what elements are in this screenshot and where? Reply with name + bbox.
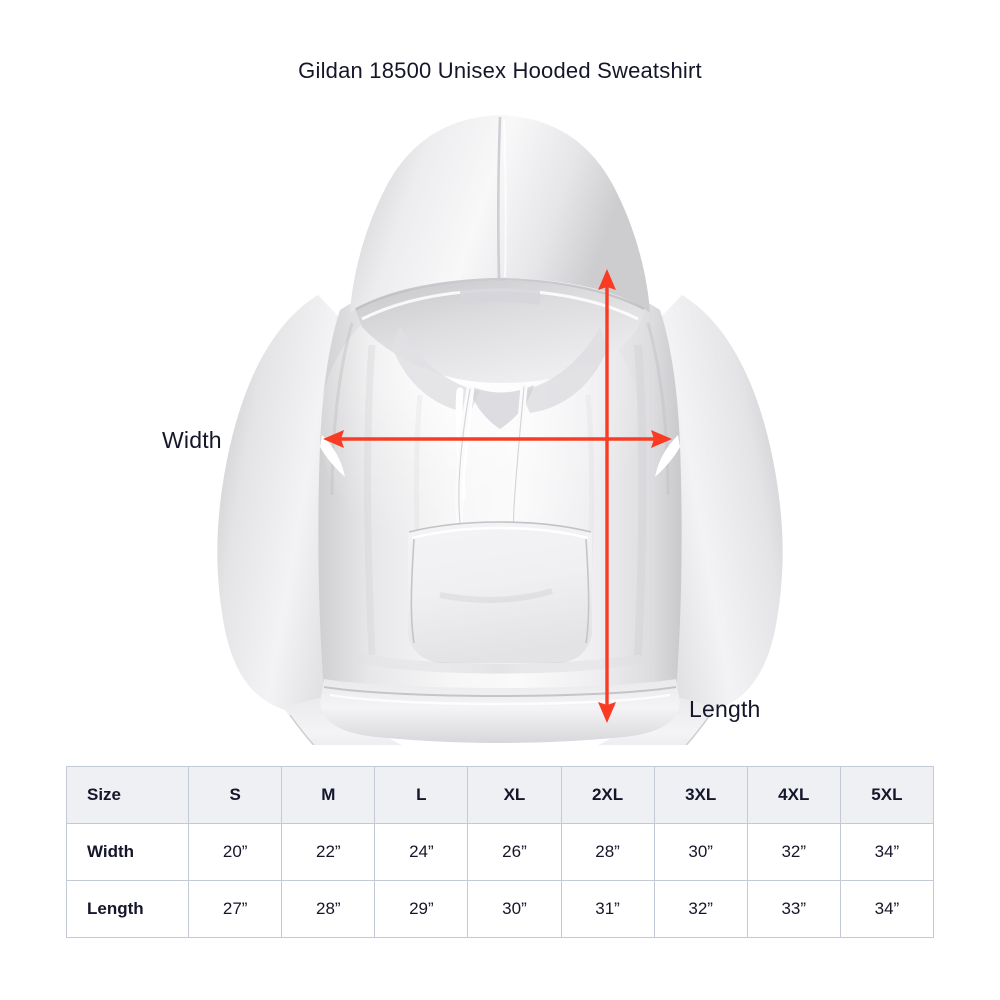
width-m: 22” <box>281 823 376 881</box>
page-title: Gildan 18500 Unisex Hooded Sweatshirt <box>298 58 702 83</box>
hem-highlight <box>329 693 671 706</box>
pocket-top-seam <box>408 521 592 533</box>
header-3xl: 3XL <box>653 766 748 824</box>
hood-opening <box>355 280 645 383</box>
hoodie-illustration <box>0 95 1000 745</box>
right-armhole-seam <box>646 322 670 496</box>
length-s: 27” <box>188 880 283 938</box>
length-xl: 30” <box>467 880 562 938</box>
right-cuff-seam <box>685 714 711 745</box>
length-4xl: 33” <box>746 880 841 938</box>
width-4xl: 32” <box>746 823 841 881</box>
width-3xl: 30” <box>653 823 748 881</box>
header-2xl: 2XL <box>560 766 655 824</box>
right-underarm-notch <box>655 435 680 477</box>
hood-center-seam <box>497 116 502 279</box>
left-cuff-seam <box>289 714 315 745</box>
hem-top-seam <box>323 686 677 697</box>
pocket-fold <box>439 588 553 603</box>
body-fold-2 <box>634 344 647 656</box>
neck-opening <box>468 385 534 429</box>
hood-center-highlight <box>503 118 507 278</box>
pocket-right-seam <box>585 538 590 644</box>
header-5xl: 5XL <box>839 766 935 824</box>
table-row: Width 20” 22” 24” 26” 28” 30” 32” 34” <box>65 823 935 881</box>
header-s: S <box>188 766 283 824</box>
length-m: 28” <box>281 880 376 938</box>
hood-right-drape <box>520 327 608 413</box>
pocket-top-highlight <box>411 526 589 540</box>
header-m: M <box>281 766 376 824</box>
table-row: Length 27” 28” 29” 30” 31” 32” 33” 34” <box>65 880 935 938</box>
row-label-length: Length <box>65 880 190 938</box>
neck-label-area <box>460 288 540 305</box>
length-5xl: 34” <box>839 880 935 938</box>
width-xl: 26” <box>467 823 562 881</box>
header-xl: XL <box>467 766 562 824</box>
width-l: 24” <box>374 823 469 881</box>
width-2xl: 28” <box>560 823 655 881</box>
hoodie-graphic <box>217 115 783 745</box>
kangaroo-pocket <box>408 522 592 663</box>
header-l: L <box>374 766 469 824</box>
length-l: 29” <box>374 880 469 938</box>
hood-outer <box>350 115 650 313</box>
header-size: Size <box>65 766 190 824</box>
length-label: Length <box>689 696 761 722</box>
bottom-hem <box>320 679 680 743</box>
pocket-left-seam <box>410 538 415 644</box>
table-header-row: Size S M L XL 2XL 3XL 4XL 5XL <box>65 766 935 824</box>
row-label-width: Width <box>65 823 190 881</box>
body-fold-1 <box>364 344 376 656</box>
width-label: Width <box>162 427 222 453</box>
width-5xl: 34” <box>839 823 935 881</box>
size-table: Size S M L XL 2XL 3XL 4XL 5XL Width 20” … <box>65 766 935 938</box>
hem-gather <box>348 650 654 674</box>
length-2xl: 31” <box>560 880 655 938</box>
length-3xl: 32” <box>653 880 748 938</box>
width-s: 20” <box>188 823 283 881</box>
header-4xl: 4XL <box>746 766 841 824</box>
left-armhole-seam <box>330 322 354 496</box>
